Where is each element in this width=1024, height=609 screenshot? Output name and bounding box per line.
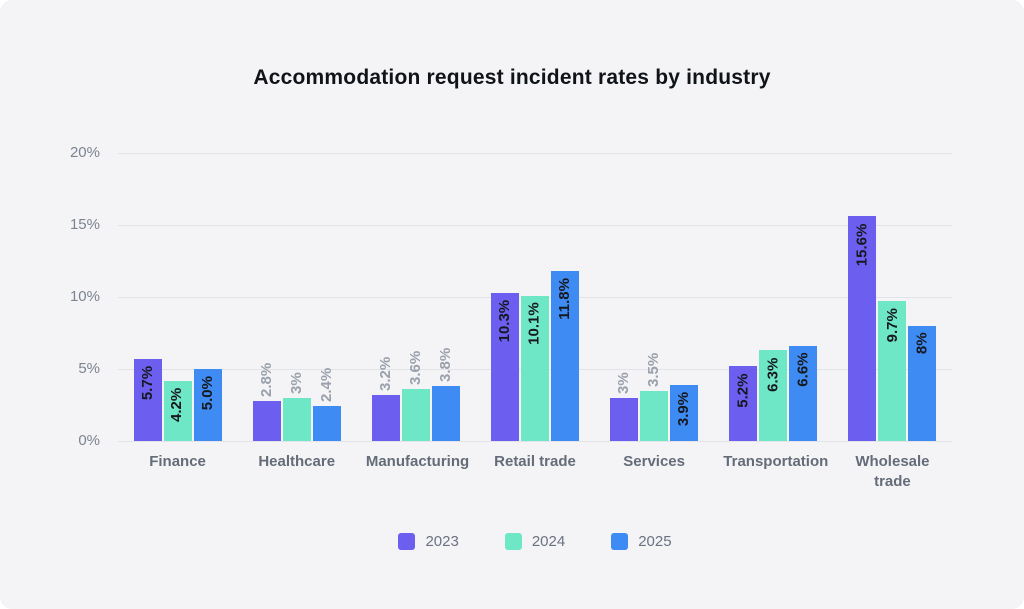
bar-value-label: 15.6% — [853, 223, 871, 266]
bar — [133, 358, 162, 441]
x-axis-label: Services — [623, 453, 685, 470]
bar-value-label: 3% — [615, 372, 633, 394]
bar — [759, 350, 788, 441]
gridline — [118, 224, 952, 226]
legend-swatch — [504, 533, 522, 550]
bar-value-label: 6.3% — [764, 357, 782, 392]
bar — [252, 400, 281, 441]
bar — [163, 380, 192, 441]
bar-value-label: 2.4% — [317, 368, 335, 403]
bar — [551, 271, 579, 441]
bar-value-label: 6.6% — [794, 352, 812, 388]
bar — [729, 366, 758, 441]
bar-value-label: 5.2% — [734, 373, 752, 408]
bar-value-label: 3.8% — [436, 348, 454, 383]
y-tick-label: 10% — [69, 288, 100, 305]
bar-value-label: 8% — [913, 332, 931, 355]
bar — [401, 389, 430, 441]
bar — [431, 386, 460, 441]
y-tick-label: 15% — [69, 216, 100, 233]
bar-value-label: 9.7% — [883, 308, 901, 343]
y-tick-label: 20% — [69, 144, 100, 161]
bar — [878, 301, 907, 441]
x-axis-label: Manufacturing — [365, 453, 470, 470]
bar — [610, 397, 639, 441]
bar-value-label: 3% — [287, 372, 305, 394]
x-axis-label: Healthcare — [258, 453, 336, 470]
legend-label: 2024 — [531, 533, 566, 550]
bar — [670, 384, 699, 441]
x-axis-label: Transportation — [723, 453, 829, 470]
legend: 2023 2024 2025 — [118, 533, 952, 550]
bar-value-label: 3.9% — [675, 391, 693, 427]
bar — [908, 325, 937, 441]
legend-item: 2025 — [611, 533, 672, 550]
bar — [491, 292, 519, 441]
x-axis-label: Wholesale trade — [855, 453, 930, 490]
bar-value-label: 10.1% — [525, 302, 543, 346]
bar — [193, 369, 222, 441]
x-axis-label: Retail trade — [494, 453, 576, 470]
bar — [282, 397, 311, 441]
legend-item: 2023 — [398, 533, 459, 550]
bar-value-label: 5.0% — [198, 376, 216, 411]
bar — [789, 345, 818, 441]
gridline — [118, 440, 952, 442]
legend-swatch — [398, 533, 416, 550]
legend-item: 2024 — [504, 533, 566, 550]
bar-value-label: 10.3% — [495, 299, 513, 343]
legend-swatch — [611, 533, 629, 550]
chart-title: Accommodation request incident rates by … — [253, 66, 771, 89]
bar-value-label: 11.8% — [555, 278, 573, 320]
legend-label: 2025 — [638, 533, 672, 550]
bar — [640, 390, 669, 441]
bar-value-label: 3.2% — [376, 356, 394, 391]
bar-value-label: 3.5% — [645, 352, 663, 387]
x-axis-label: Finance — [149, 453, 206, 470]
y-tick-label: 0% — [78, 432, 100, 449]
bar — [848, 216, 877, 441]
bar-value-label: 2.8% — [257, 362, 275, 397]
gridline — [118, 152, 952, 154]
bar — [371, 394, 400, 441]
bar — [312, 406, 341, 441]
legend-label: 2023 — [425, 533, 459, 550]
bar-value-label: 4.2% — [168, 387, 186, 422]
y-tick-label: 5% — [78, 360, 100, 377]
bar-value-label: 3.6% — [406, 350, 424, 386]
bar — [521, 295, 549, 441]
bar-value-label: 5.7% — [138, 365, 156, 401]
